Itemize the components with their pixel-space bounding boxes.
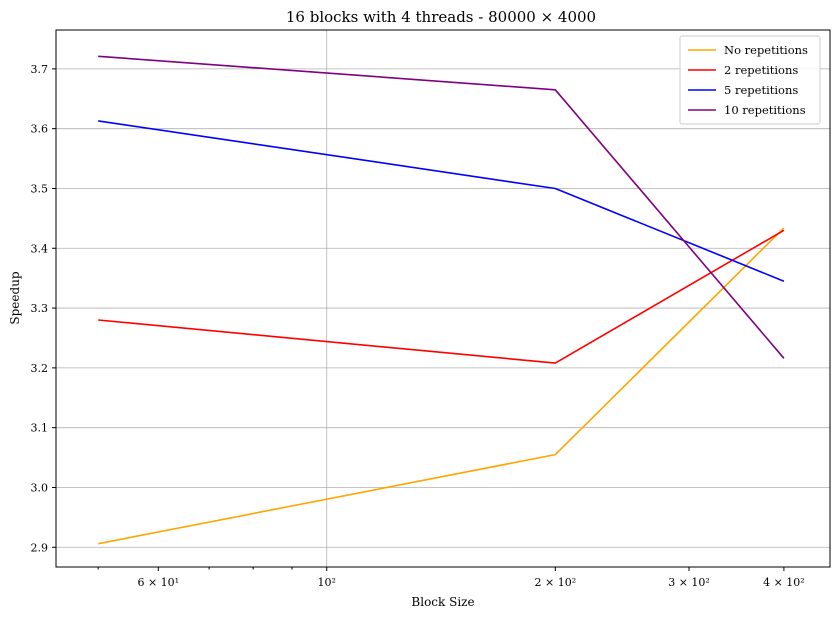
series-line-no-repetitions [98, 227, 785, 545]
legend: No repetitions 2 repetitions 5 repetitions… [679, 35, 821, 125]
y-tick-label: 3.7 [31, 63, 49, 76]
x-tick-label: 6 × 10¹ [137, 576, 179, 589]
plot-frame [55, 29, 831, 568]
chart-title: 16 blocks with 4 threads - 80000 × 4000 [286, 8, 596, 26]
x-axis-ticks: 6 × 10¹ 10² 2 × 10² 3 × 10² 4 × 10² [97, 567, 805, 589]
y-tick-label: 3.2 [31, 362, 49, 375]
y-tick-label: 3.5 [31, 182, 49, 195]
series-lines [98, 55, 785, 545]
legend-label-10-repetitions: 10 repetitions [724, 103, 806, 117]
x-tick-label: 4 × 10² [763, 576, 805, 589]
y-tick-label: 3.4 [31, 242, 49, 255]
y-tick-label: 3.1 [31, 422, 49, 435]
legend-label-no-repetitions: No repetitions [724, 43, 808, 57]
legend-box [679, 35, 821, 125]
y-axis-label: Speedup [8, 271, 22, 325]
grid [56, 30, 830, 567]
legend-label-2-repetitions: 2 repetitions [724, 63, 798, 77]
series-line-5-repetitions [98, 120, 785, 282]
y-tick-label: 3.0 [31, 481, 49, 494]
x-tick-label: 2 × 10² [535, 576, 577, 589]
y-tick-label: 3.6 [31, 123, 49, 136]
x-tick-label: 3 × 10² [668, 576, 710, 589]
y-axis-ticks: 2.9 3.0 3.1 3.2 3.3 3.4 3.5 3.6 3.7 [31, 63, 56, 554]
series-line-10-repetitions [98, 55, 785, 359]
x-tick-label: 10² [318, 576, 336, 589]
y-tick-label: 2.9 [31, 541, 49, 554]
series-line-2-repetitions [98, 229, 785, 364]
x-axis-label: Block Size [411, 595, 474, 609]
y-tick-label: 3.3 [31, 302, 49, 315]
legend-label-5-repetitions: 5 repetitions [724, 83, 798, 97]
